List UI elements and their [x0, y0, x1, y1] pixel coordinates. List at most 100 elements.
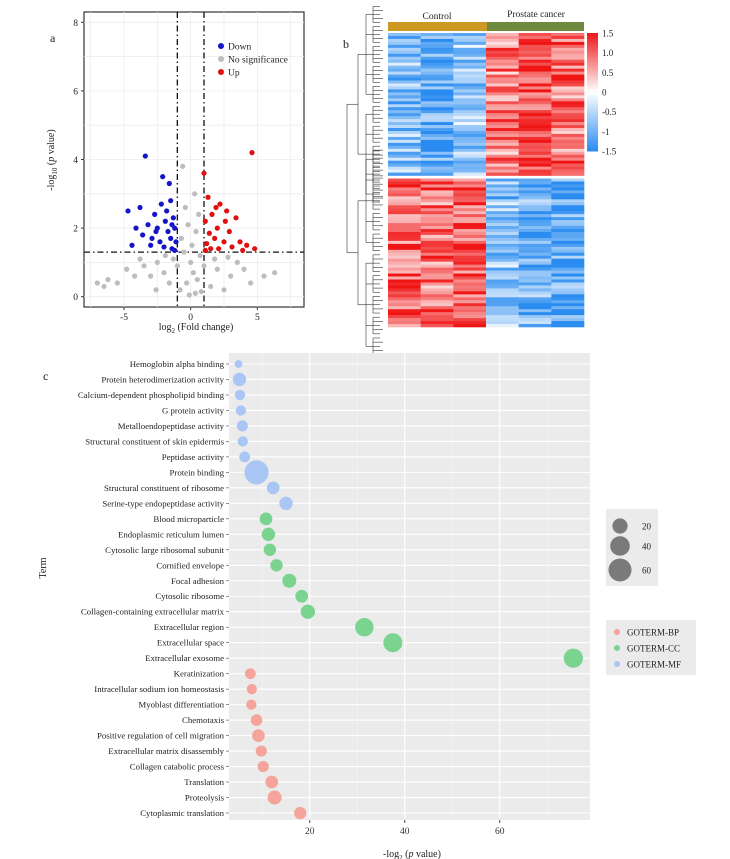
heatmap-cell: [518, 184, 552, 188]
bubble-point: [383, 633, 403, 653]
heatmap-cell: [551, 44, 585, 49]
heatmap-cell: [486, 59, 519, 63]
color-scale-segment: [587, 38, 598, 43]
heatmap-cell: [453, 80, 487, 84]
heatmap-cell: [551, 154, 585, 159]
volcano-point-up: [216, 246, 222, 252]
term-label: Cytosolic ribosome: [155, 591, 224, 601]
heatmap-cell: [486, 324, 519, 328]
heatmap-cell: [551, 315, 585, 319]
heatmap-cell: [453, 83, 487, 87]
heatmap-cell: [486, 44, 519, 49]
heatmap-cell: [453, 303, 487, 307]
heatmap-cell: [551, 77, 585, 81]
heatmap-cell: [420, 83, 454, 87]
color-scale-segment: [587, 80, 598, 84]
term-label: Extracellular matrix disassembly: [108, 746, 224, 756]
heatmap-cell: [551, 220, 585, 224]
heatmap-cell: [486, 86, 519, 90]
heatmap-cell: [420, 41, 454, 46]
heatmap-cell: [518, 312, 552, 316]
color-scale-segment: [587, 83, 598, 87]
heatmap-cell: [453, 166, 487, 170]
heatmap-cell: [518, 104, 552, 108]
volcano-y-tick-label: 0: [73, 293, 78, 303]
heatmap-cell: [486, 223, 519, 227]
heatmap-cell: [420, 199, 454, 203]
heatmap-cell: [388, 172, 421, 176]
heatmap-cell: [420, 53, 454, 58]
term-label: Cornified envelope: [156, 560, 224, 570]
heatmap-cell: [453, 288, 487, 292]
volcano-point-no-significance: [193, 228, 199, 235]
color-scale-tick-label: -1.5: [602, 147, 617, 157]
heatmap-cell: [518, 309, 552, 313]
bubble-point: [245, 668, 256, 680]
volcano-point-up: [213, 204, 219, 211]
heatmap-cell: [388, 288, 421, 292]
volcano-point-up: [205, 194, 211, 200]
heatmap-cell: [551, 264, 585, 268]
term-label: Collagen catabolic process: [130, 762, 225, 772]
heatmap-cell: [486, 107, 519, 111]
volcano-point-up: [202, 247, 208, 254]
color-scale-bar: 1.5 1.0 0.5 0 -0.5 -1 -1.5: [587, 29, 617, 157]
heatmap-cell: [420, 160, 454, 164]
heatmap-cell: [486, 279, 519, 283]
heatmap-cell: [486, 128, 519, 132]
heatmap-cell: [518, 297, 552, 301]
heatmap-cell: [486, 300, 519, 304]
heatmap-cell: [420, 303, 454, 307]
group-bar-prostate-cancer: [487, 22, 584, 31]
volcano-legend-swatch-down: [218, 43, 224, 49]
volcano-legend-swatch-up: [218, 69, 224, 75]
heatmap-cell: [486, 101, 519, 105]
term-label: Metalloendopeptidase activity: [118, 421, 225, 431]
heatmap-cell: [453, 318, 487, 322]
heatmap-cell: [420, 145, 454, 150]
heatmap-cell: [551, 62, 585, 66]
heatmap-cell: [420, 44, 454, 49]
heatmap-cell: [420, 178, 454, 182]
heatmap-cell: [453, 38, 487, 43]
group-label-control: Control: [422, 12, 451, 22]
bubble-point: [252, 729, 265, 742]
heatmap-cell: [453, 56, 487, 61]
color-scale-segment: [587, 145, 598, 149]
heatmap-cell: [453, 92, 487, 96]
heatmap-cell: [388, 208, 421, 212]
volcano-y-ticks: 0 2 4 6 8: [73, 19, 84, 303]
volcano-point-no-significance: [177, 287, 183, 293]
heatmap-cell: [486, 193, 519, 197]
heatmap-cell: [420, 98, 454, 102]
volcano-point-no-significance: [94, 280, 100, 286]
heatmap-cell: [518, 279, 552, 283]
heatmap-cell: [551, 231, 585, 236]
volcano-point-down: [145, 222, 151, 228]
heatmap-cell: [486, 234, 519, 239]
heatmap-cell: [551, 107, 585, 111]
heatmap-cell: [453, 300, 487, 304]
heatmap-cell: [486, 282, 519, 286]
heatmap-cell: [486, 285, 519, 289]
term-label: Extracellular exosome: [145, 653, 224, 663]
heatmap-cell: [551, 157, 585, 161]
heatmap-cell: [486, 53, 519, 58]
heatmap-cell: [518, 133, 552, 138]
heatmap-cell: [388, 128, 421, 132]
heatmap-cell: [551, 234, 585, 239]
volcano-point-up: [209, 211, 215, 217]
volcano-point-down: [168, 198, 174, 204]
bubble-y-label: Term: [38, 557, 49, 578]
volcano-point-no-significance: [184, 280, 190, 286]
heatmap-cell: [486, 68, 519, 72]
heatmap-cell: [388, 68, 421, 72]
heatmap-cell: [388, 101, 421, 105]
volcano-point-no-significance: [196, 211, 202, 217]
term-label: Keratinization: [174, 669, 225, 679]
heatmap-cell: [388, 231, 421, 236]
heatmap-cell: [388, 324, 421, 328]
heatmap-cell: [551, 294, 585, 298]
category-legend-label: GOTERM-CC: [627, 644, 680, 654]
